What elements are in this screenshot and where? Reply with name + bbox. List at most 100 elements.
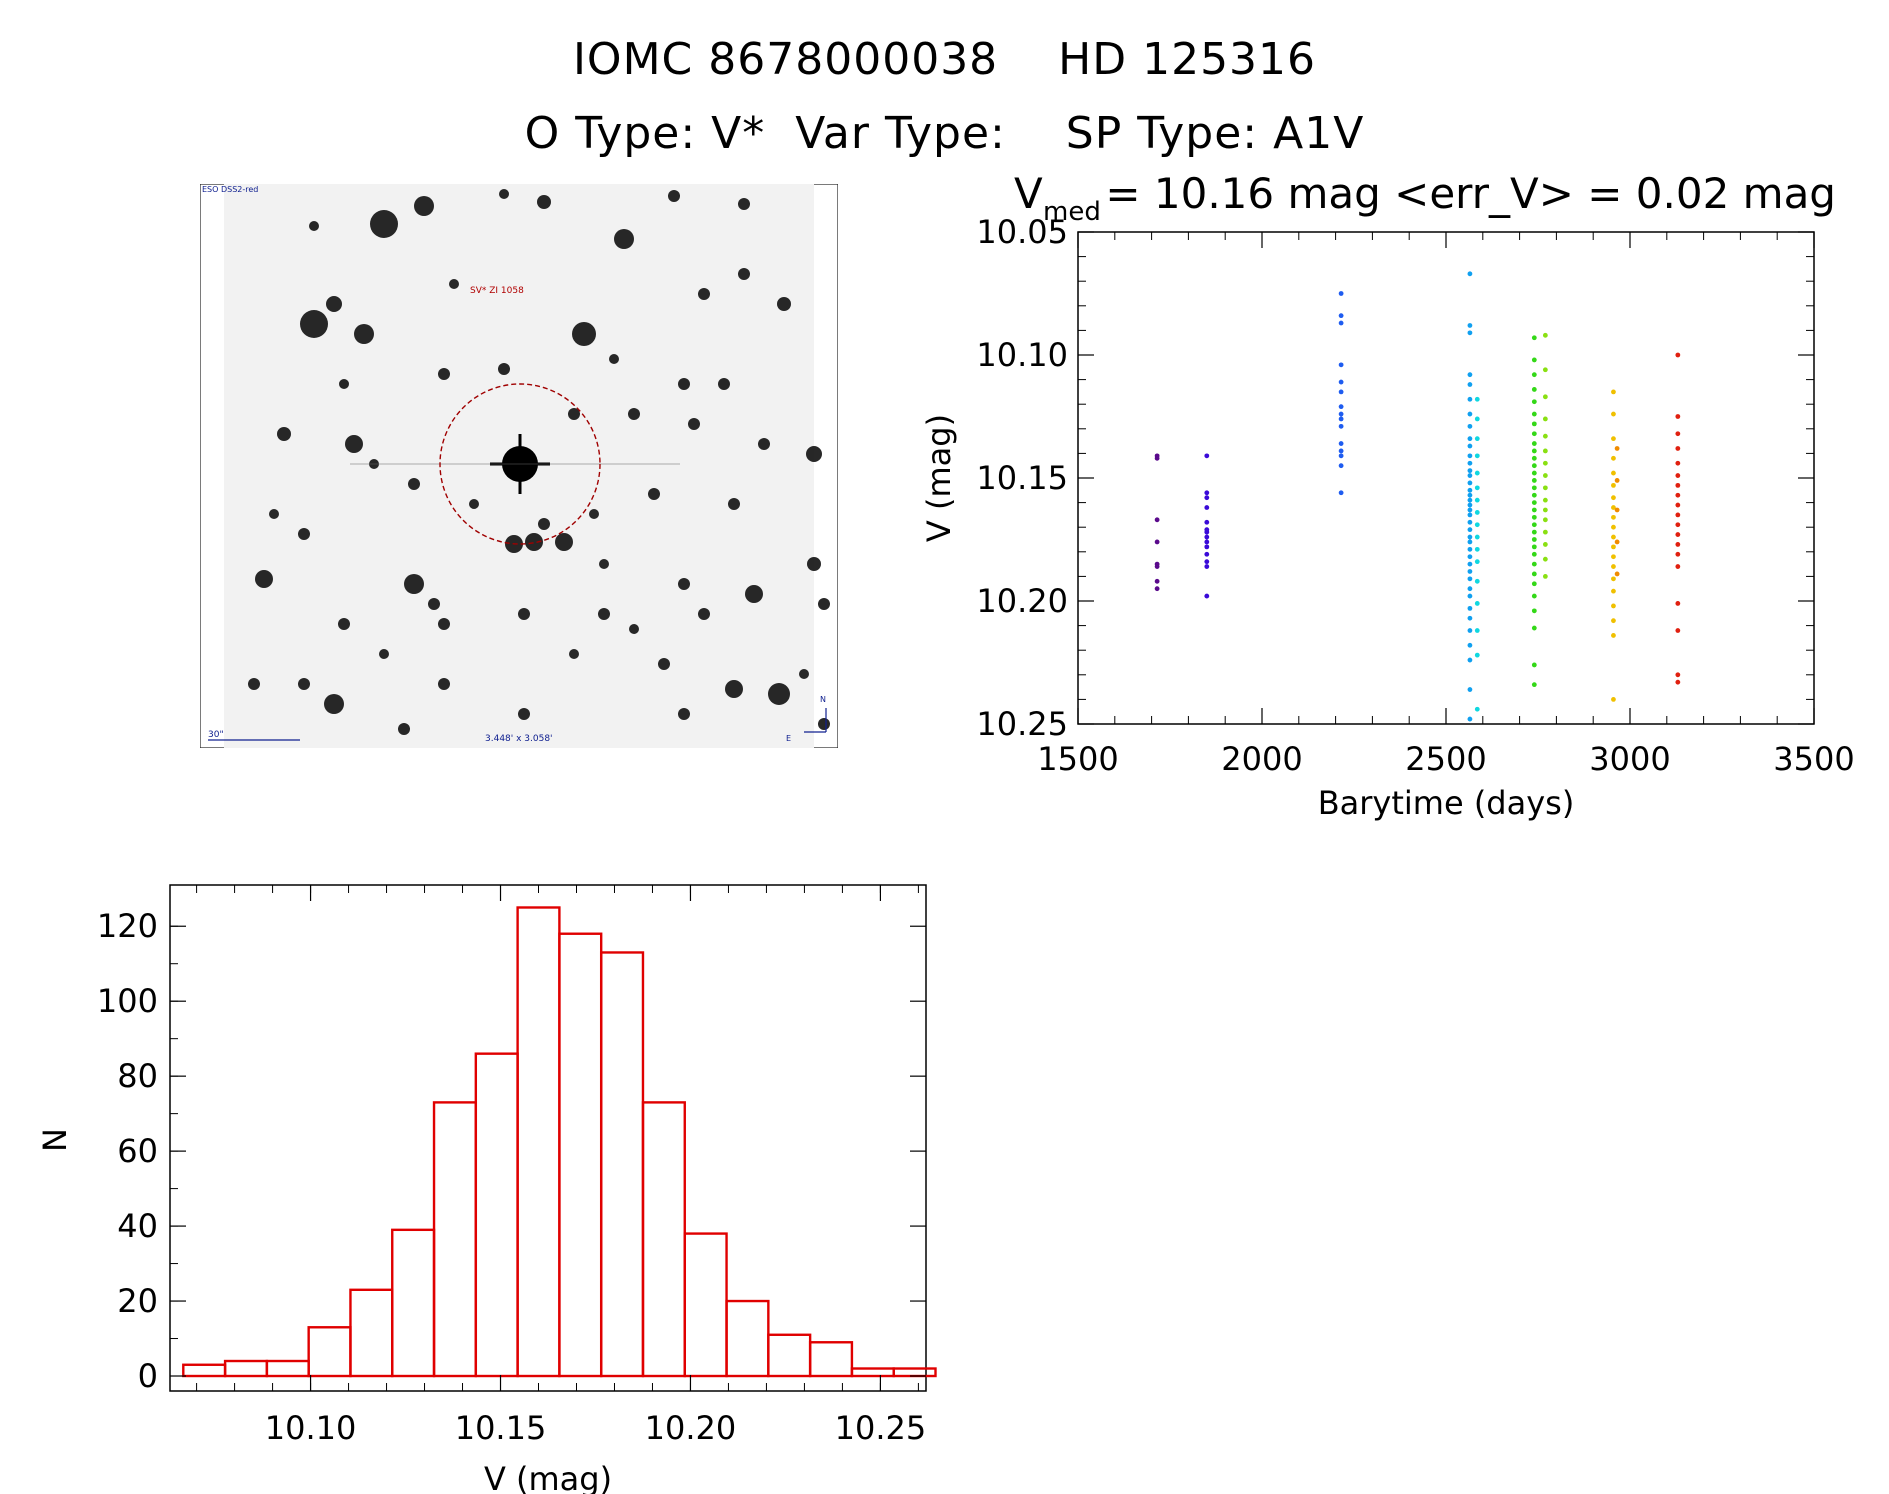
lc-point xyxy=(1467,546,1473,552)
hist-ytick-label: 100 xyxy=(97,982,158,1020)
lc-ytick-label: 10.25 xyxy=(976,705,1068,743)
lc-xtick-label: 2500 xyxy=(1405,740,1486,778)
lc-point xyxy=(1531,470,1537,476)
star xyxy=(324,694,344,714)
lc-point xyxy=(1474,534,1480,540)
light-curve-ylabel: V (mag) xyxy=(920,414,958,542)
lc-point xyxy=(1611,603,1616,609)
lc-point xyxy=(1467,576,1473,582)
lc-point xyxy=(1542,448,1548,454)
star xyxy=(806,446,822,462)
lc-point xyxy=(1338,291,1344,296)
survey-label: ESO DSS2-red xyxy=(202,185,258,194)
histogram-bar xyxy=(182,1363,227,1378)
star xyxy=(807,557,821,571)
lc-point xyxy=(1338,441,1344,446)
lc-point xyxy=(1531,485,1537,491)
lc-point xyxy=(1204,534,1210,540)
lc-point xyxy=(1467,396,1473,402)
lc-point xyxy=(1467,687,1473,692)
light-curve-title: V med = 10.16 mag <err_V> = 0.02 mag xyxy=(1014,169,1836,227)
lc-point xyxy=(1474,578,1480,584)
histogram-bar xyxy=(391,1228,436,1378)
finder-chart: ESO DSS2-red SV* ZI 1058 30" 3.448' x 3.… xyxy=(200,184,838,748)
histogram-bar xyxy=(307,1326,352,1378)
star xyxy=(255,570,273,588)
lc-point xyxy=(1531,431,1537,437)
star xyxy=(668,190,680,202)
lc-point xyxy=(1531,357,1537,363)
lc-point xyxy=(1675,414,1681,419)
star xyxy=(438,678,450,690)
star xyxy=(449,279,459,289)
lc-point xyxy=(1474,470,1480,476)
lc-point xyxy=(1614,478,1620,483)
star xyxy=(728,498,740,510)
lc-point xyxy=(1542,460,1548,466)
lc-point xyxy=(1338,416,1344,422)
lc-point xyxy=(1467,323,1473,328)
lc-point xyxy=(1467,411,1473,417)
hist-ytick-label: 60 xyxy=(117,1132,158,1170)
lc-point xyxy=(1542,473,1548,478)
lc-point xyxy=(1154,453,1160,459)
lc-point xyxy=(1338,362,1344,368)
histogram-bar xyxy=(683,1232,728,1378)
lc-point xyxy=(1542,433,1548,439)
star xyxy=(568,408,580,420)
lc-point xyxy=(1338,411,1344,417)
lc-point xyxy=(1474,601,1480,606)
histogram-bar xyxy=(516,906,561,1378)
lc-point xyxy=(1474,706,1480,712)
hist-xtick-label: 10.25 xyxy=(835,1409,927,1447)
lc-point xyxy=(1531,399,1537,405)
histogram-bar xyxy=(558,932,603,1378)
lc-point xyxy=(1467,382,1473,387)
star xyxy=(599,559,609,569)
histogram-bar xyxy=(265,1359,310,1378)
star xyxy=(309,221,319,231)
lc-point xyxy=(1154,586,1160,592)
lc-point xyxy=(1467,534,1473,540)
lc-point xyxy=(1614,539,1620,545)
star xyxy=(525,533,543,551)
lc-point xyxy=(1531,455,1537,461)
star xyxy=(725,680,743,698)
lc-point xyxy=(1204,453,1210,459)
lc-point xyxy=(1542,367,1548,373)
star xyxy=(555,533,573,551)
star xyxy=(298,678,310,690)
star xyxy=(345,435,363,453)
histogram-ylabel: N xyxy=(36,1128,74,1152)
north-label: N xyxy=(820,695,826,704)
lc-point xyxy=(1611,618,1616,624)
lc-xtick-label: 3000 xyxy=(1589,740,1670,778)
lc-point xyxy=(1675,446,1681,451)
star xyxy=(768,683,790,705)
lc-point xyxy=(1531,537,1537,542)
lc-point xyxy=(1611,505,1616,510)
lc-point xyxy=(1531,522,1537,528)
target-circle xyxy=(439,383,601,545)
lc-point xyxy=(1474,546,1480,552)
lc-point xyxy=(1531,387,1537,392)
lc-point xyxy=(1531,372,1537,378)
lc-xtick-label: 1500 xyxy=(1037,740,1118,778)
star xyxy=(518,708,530,720)
lc-point xyxy=(1675,628,1681,633)
histogram-bar xyxy=(892,1367,937,1378)
lc-point xyxy=(1338,453,1344,459)
lc-point xyxy=(1204,544,1210,550)
lc-point xyxy=(1467,519,1473,525)
lc-point xyxy=(1611,470,1616,476)
lc-point xyxy=(1531,608,1537,614)
lc-point xyxy=(1204,519,1210,525)
lc-point xyxy=(1467,507,1473,513)
lc-point xyxy=(1611,633,1616,638)
lc-point xyxy=(1675,542,1681,547)
lc-point xyxy=(1531,581,1537,587)
lc-point xyxy=(1542,332,1548,338)
lc-point xyxy=(1542,507,1548,513)
star xyxy=(269,509,279,519)
lc-point xyxy=(1531,421,1537,427)
